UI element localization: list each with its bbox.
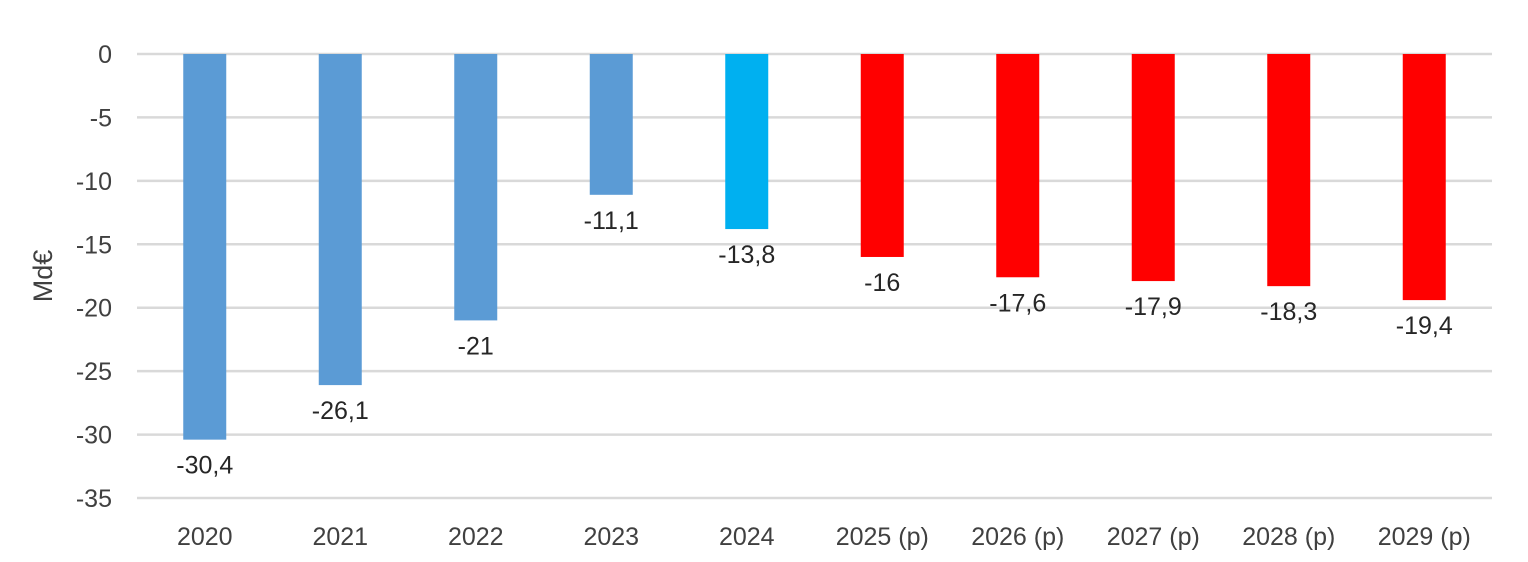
bar xyxy=(454,54,498,321)
data-label: -30,4 xyxy=(176,452,233,480)
y-axis-title: Md€ xyxy=(28,250,58,303)
x-axis-ticks: 2020 2021 2022 2023 2024 2025 (p) 2026 (p) 2027… xyxy=(177,523,1471,551)
x-tick-label: 2021 xyxy=(312,523,368,551)
x-tick-label: 2024 xyxy=(719,523,775,551)
y-tick-label: -20 xyxy=(76,295,112,323)
bars xyxy=(183,54,1446,440)
bar xyxy=(1131,54,1175,282)
bar xyxy=(183,54,227,440)
data-label: -26,1 xyxy=(312,397,369,425)
x-tick-label: 2023 xyxy=(583,523,639,551)
bar xyxy=(725,54,769,230)
y-tick-label: 0 xyxy=(98,41,112,69)
y-axis-ticks: 0 -5 -10 -15 -20 -25 -30 -35 xyxy=(76,41,112,513)
data-label: -11,1 xyxy=(584,207,639,235)
x-tick-label: 2028 (p) xyxy=(1242,523,1335,551)
y-tick-label: -5 xyxy=(90,104,112,132)
x-tick-label: 2025 (p) xyxy=(836,523,929,551)
data-labels: -30,4 -26,1 -21 -11,1 -13,8 -16 -17,6 -17,9 -18,… xyxy=(176,207,1453,480)
x-tick-label: 2020 xyxy=(177,523,233,551)
y-tick-label: -25 xyxy=(76,358,112,386)
bar xyxy=(1402,54,1446,301)
y-tick-label: -10 xyxy=(76,168,112,196)
x-tick-label: 2022 xyxy=(448,523,504,551)
data-label: -13,8 xyxy=(718,241,775,269)
y-tick-label: -35 xyxy=(76,485,112,513)
x-tick-label: 2027 (p) xyxy=(1107,523,1200,551)
data-label: -17,9 xyxy=(1125,293,1182,321)
bar xyxy=(996,54,1040,278)
data-label: -17,6 xyxy=(989,289,1046,317)
data-label: -16 xyxy=(864,269,900,297)
bar xyxy=(318,54,362,386)
data-label: -21 xyxy=(458,332,494,360)
x-tick-label: 2029 (p) xyxy=(1378,523,1471,551)
data-label: -18,3 xyxy=(1260,298,1317,326)
y-tick-label: -30 xyxy=(76,422,112,450)
bar xyxy=(589,54,633,195)
bar xyxy=(860,54,904,257)
gridlines xyxy=(137,52,1492,500)
x-tick-label: 2026 (p) xyxy=(971,523,1064,551)
data-label: -19,4 xyxy=(1396,312,1453,340)
bar xyxy=(1267,54,1311,287)
y-tick-label: -15 xyxy=(76,231,112,259)
